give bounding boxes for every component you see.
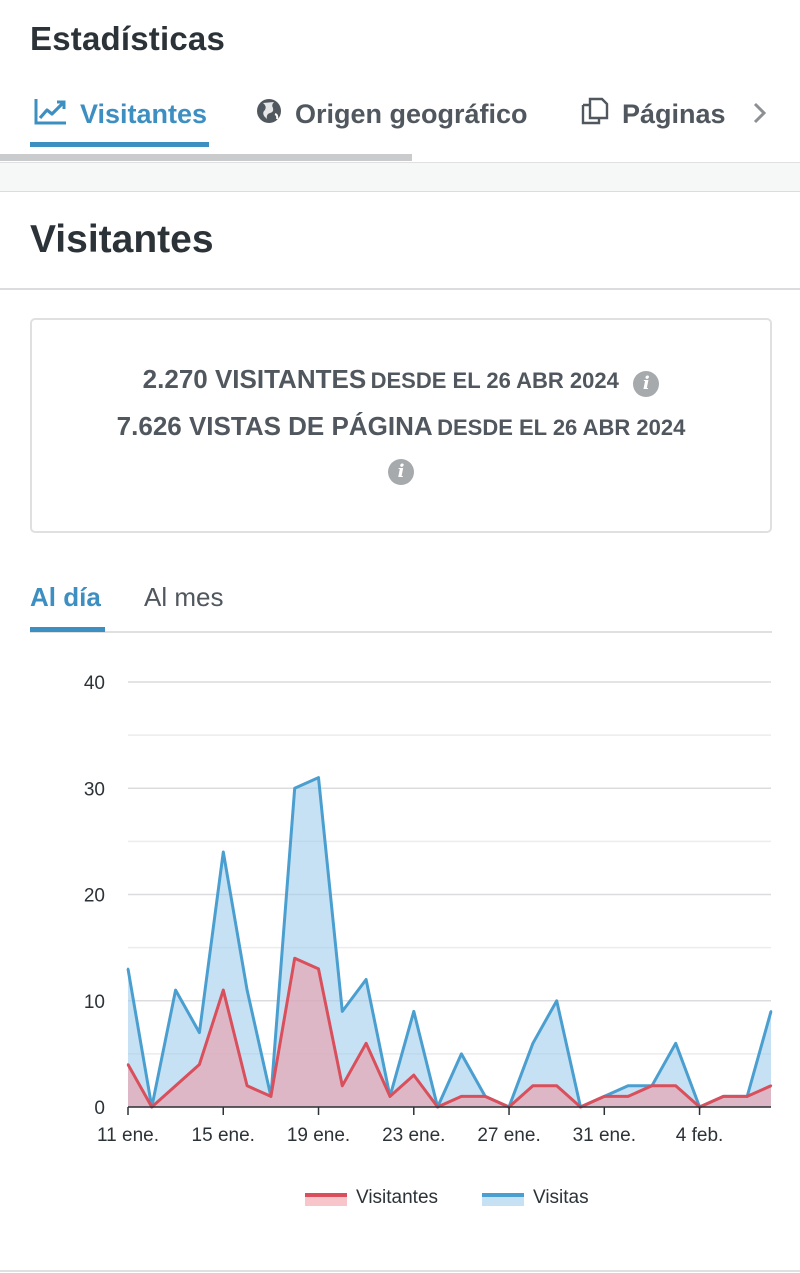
data-point-visitantes	[745, 1095, 749, 1098]
app-title: Estadísticas	[30, 20, 226, 57]
data-point-visitas	[245, 988, 249, 992]
data-point-visitas	[460, 1052, 463, 1056]
summary-views: 7.626 VISTAS DE PÁGINA DESDE EL 26 ABR 2…	[32, 411, 770, 442]
data-point-visitantes	[341, 1084, 344, 1087]
x-tick-label: 23 ene.	[382, 1125, 445, 1146]
period-tabs-divider	[30, 631, 772, 633]
data-point-visitantes	[650, 1084, 654, 1087]
data-point-visitantes	[460, 1095, 463, 1098]
x-tick-label: 15 ene.	[192, 1125, 255, 1146]
data-point-visitas	[126, 967, 130, 971]
y-tick-label: 10	[84, 992, 105, 1013]
series-line-visitas	[126, 776, 773, 1109]
x-tick-label: 11 ene.	[97, 1125, 159, 1146]
visitors-chart: 0 10 20 30 40 11 ene. 15 ene. 19 ene. 23 ene. 27 …	[84, 673, 773, 1208]
data-point-visitantes	[388, 1095, 392, 1098]
data-point-visitantes	[769, 1084, 773, 1087]
legend-item-visitantes[interactable]: Visitantes	[305, 1187, 438, 1208]
data-point-visitantes	[722, 1095, 725, 1098]
x-tick-label: 31 ene.	[573, 1125, 636, 1146]
legend-swatch-line	[482, 1193, 524, 1197]
data-point-visitantes	[555, 1084, 558, 1087]
data-point-visitas	[674, 1042, 677, 1045]
tab-geographic-origin[interactable]: Origen geográfico	[255, 80, 528, 148]
data-point-visitantes	[245, 1084, 249, 1087]
legend-label: Visitantes	[356, 1187, 438, 1208]
section-divider	[0, 288, 800, 290]
period-tab-month[interactable]: Al mes	[144, 582, 224, 612]
summary-visitors: 2.270 VISITANTES DESDE EL 26 ABR 2024 i	[32, 364, 770, 397]
data-point-visitantes	[674, 1084, 677, 1087]
globe-icon	[255, 97, 283, 132]
tabs-scrollbar[interactable]	[0, 154, 412, 161]
tab-active-indicator	[30, 142, 209, 147]
data-point-visitantes	[626, 1095, 630, 1098]
summary-views-info: i	[32, 459, 770, 485]
data-point-visitantes	[126, 1063, 130, 1066]
summary-card: 2.270 VISITANTES DESDE EL 26 ABR 2024 i …	[30, 318, 772, 533]
views-since: DESDE EL 26 ABR 2024	[437, 415, 686, 440]
legend-item-visitas[interactable]: Visitas	[482, 1187, 589, 1208]
section-title: Visitantes	[30, 218, 214, 261]
y-tick-label: 40	[84, 673, 105, 694]
data-point-visitas	[531, 1042, 535, 1045]
data-point-visitas	[769, 1010, 773, 1013]
data-point-visitas	[412, 1010, 415, 1013]
data-point-visitantes	[269, 1095, 273, 1098]
data-point-visitantes	[364, 1042, 368, 1045]
visitors-count: 2.270 VISITANTES	[142, 364, 367, 394]
legend-swatch-fill	[482, 1197, 524, 1206]
tab-visitors-label: Visitantes	[80, 98, 208, 129]
bottom-divider	[0, 1270, 800, 1272]
data-point-visitantes	[484, 1095, 487, 1098]
legend-swatch-fill	[305, 1197, 347, 1206]
data-point-visitas	[317, 776, 320, 779]
legend-swatch-line	[305, 1193, 347, 1197]
data-point-visitantes	[174, 1084, 177, 1087]
data-point-visitas	[626, 1084, 630, 1087]
trend-chart-icon	[34, 97, 68, 132]
data-point-visitantes	[317, 967, 320, 971]
data-point-visitantes	[198, 1063, 201, 1066]
tab-pages[interactable]: Páginas	[580, 80, 726, 148]
data-point-visitantes	[222, 988, 225, 992]
data-point-visitas	[364, 978, 368, 981]
y-tick-label: 0	[94, 1098, 105, 1119]
period-tab-active-indicator	[30, 627, 105, 632]
pages-icon	[580, 96, 610, 133]
tab-visitors[interactable]: Visitantes	[34, 80, 207, 148]
data-point-visitas	[293, 787, 296, 790]
y-tick-label: 20	[84, 886, 105, 907]
x-tick-label: 19 ene.	[287, 1125, 350, 1146]
data-point-visitas	[222, 850, 225, 854]
data-point-visitantes	[412, 1073, 415, 1077]
x-tick-label: 4 feb.	[676, 1125, 724, 1146]
y-tick-label: 30	[84, 779, 105, 800]
tab-pages-label: Páginas	[622, 98, 726, 129]
series-line-visitantes	[126, 956, 772, 1109]
data-point-visitas	[341, 1010, 344, 1013]
chevron-right-icon[interactable]	[750, 98, 770, 136]
data-point-visitas	[198, 1031, 201, 1034]
period-tab-day[interactable]: Al día	[30, 582, 101, 612]
data-point-visitantes	[531, 1084, 535, 1087]
data-point-visitantes	[603, 1095, 606, 1098]
data-point-visitas	[555, 999, 558, 1002]
header-band	[0, 162, 800, 192]
data-point-visitas	[174, 988, 177, 992]
stats-tabs: Visitantes Origen geográfico Páginas	[0, 80, 800, 162]
visitors-since: DESDE EL 26 ABR 2024	[370, 368, 619, 393]
views-count: 7.626 VISTAS DE PÁGINA	[116, 411, 433, 441]
tab-geographic-origin-label: Origen geográfico	[295, 98, 528, 129]
info-icon[interactable]: i	[633, 370, 660, 397]
legend-label: Visitas	[533, 1187, 589, 1208]
x-tick-label: 27 ene.	[477, 1125, 540, 1146]
data-point-visitantes	[293, 957, 296, 960]
info-icon[interactable]: i	[388, 459, 414, 485]
